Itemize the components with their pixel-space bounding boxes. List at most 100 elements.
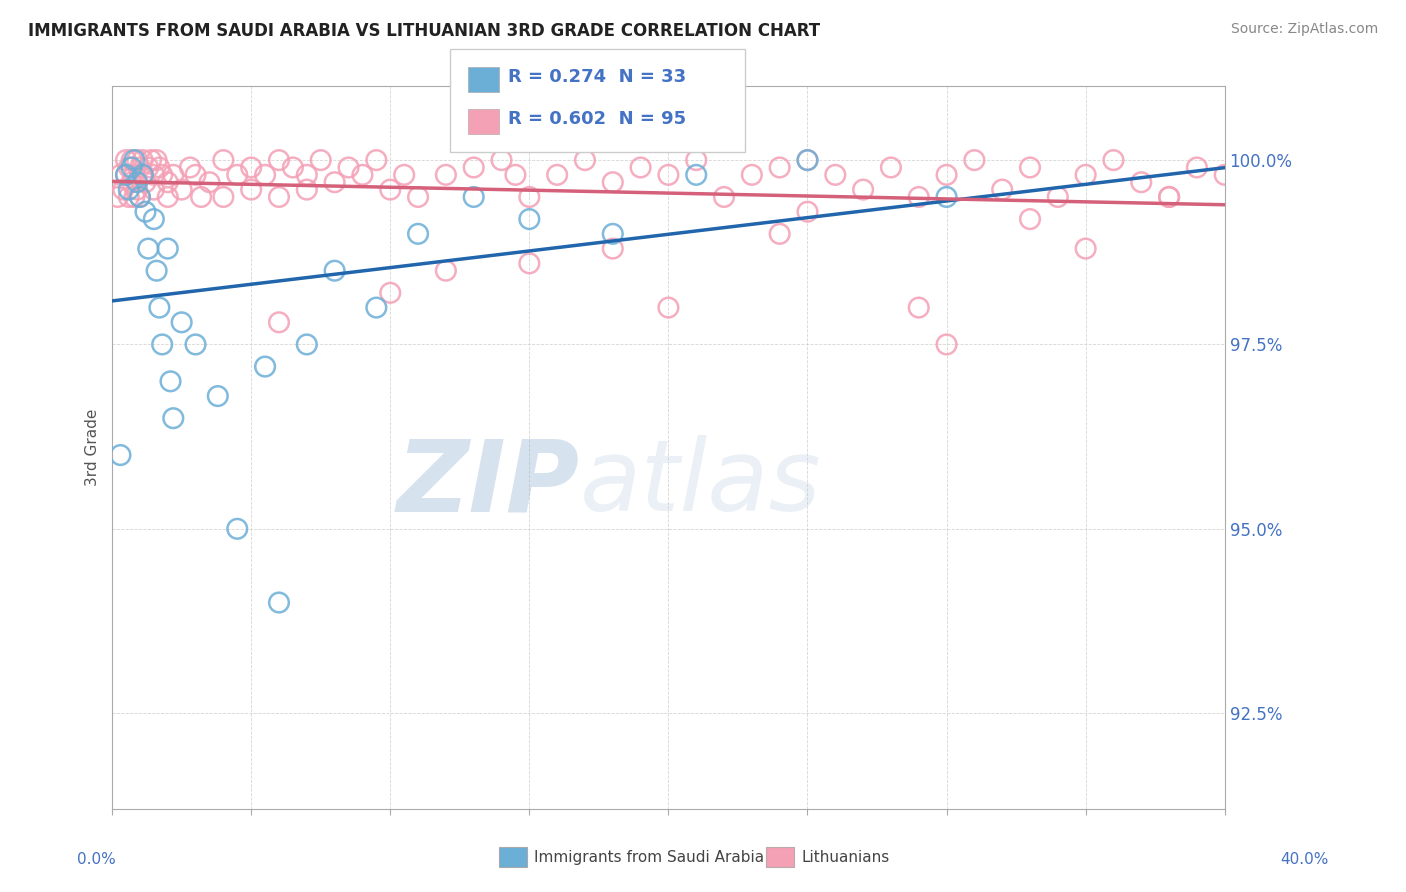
Point (124, 190, 146, 204)
Point (1046, 190, 1069, 204)
Point (602, 242, 624, 256)
Point (963, 153, 986, 167)
Point (142, 212, 165, 227)
Point (240, 183, 263, 197)
Text: R = 0.602  N = 95: R = 0.602 N = 95 (508, 110, 686, 128)
Text: R = 0.274  N = 33: R = 0.274 N = 33 (508, 68, 686, 86)
Point (517, 256, 540, 270)
Point (796, 153, 818, 167)
Point (337, 161, 360, 175)
Point (110, 168, 132, 182)
Point (136, 161, 159, 175)
Point (129, 190, 152, 204)
Point (162, 168, 184, 182)
Point (1019, 161, 1042, 175)
Point (148, 301, 170, 315)
Point (170, 315, 193, 329)
Point (1019, 212, 1042, 227)
Point (145, 153, 167, 167)
Point (131, 153, 153, 167)
Point (212, 190, 235, 204)
Point (366, 153, 388, 167)
Text: atlas: atlas (579, 435, 821, 533)
Point (129, 161, 152, 175)
Point (134, 204, 156, 219)
Point (112, 183, 135, 197)
Point (295, 168, 318, 182)
Point (517, 212, 540, 227)
Point (136, 242, 159, 256)
Point (1102, 153, 1125, 167)
Point (127, 183, 149, 197)
Point (907, 190, 929, 204)
Point (657, 301, 679, 315)
Point (935, 337, 957, 351)
Point (121, 153, 143, 167)
Point (107, 190, 129, 204)
Point (139, 153, 162, 167)
Point (145, 263, 167, 277)
Point (127, 175, 149, 189)
Point (434, 263, 457, 277)
Point (267, 315, 290, 329)
Point (323, 175, 346, 189)
Point (1074, 168, 1097, 182)
Point (121, 161, 143, 175)
Point (685, 168, 707, 182)
Point (935, 168, 957, 182)
Point (226, 168, 249, 182)
Point (880, 161, 903, 175)
Point (491, 153, 513, 167)
Point (115, 168, 138, 182)
Point (281, 161, 304, 175)
Point (796, 153, 818, 167)
Point (517, 190, 540, 204)
Point (254, 359, 277, 374)
Point (769, 227, 792, 241)
Point (685, 153, 707, 167)
Point (207, 389, 229, 403)
Point (392, 168, 415, 182)
Point (131, 168, 153, 182)
Point (935, 190, 957, 204)
Point (198, 175, 221, 189)
Point (769, 161, 792, 175)
Point (115, 168, 138, 182)
Point (309, 153, 332, 167)
Text: IMMIGRANTS FROM SAUDI ARABIA VS LITHUANIAN 3RD GRADE CORRELATION CHART: IMMIGRANTS FROM SAUDI ARABIA VS LITHUANI… (28, 22, 820, 40)
Point (156, 190, 179, 204)
Point (505, 168, 527, 182)
Point (1157, 190, 1180, 204)
Point (1157, 190, 1180, 204)
Point (240, 161, 263, 175)
Point (907, 301, 929, 315)
Text: Source: ZipAtlas.com: Source: ZipAtlas.com (1230, 22, 1378, 37)
Text: ZIP: ZIP (396, 435, 579, 533)
Point (1074, 242, 1097, 256)
Point (129, 190, 152, 204)
Point (295, 183, 318, 197)
Point (352, 168, 374, 182)
Point (602, 227, 624, 241)
Point (142, 183, 165, 197)
Point (142, 168, 165, 182)
Point (434, 168, 457, 182)
Point (852, 183, 875, 197)
Point (110, 448, 132, 462)
Point (226, 522, 249, 536)
Point (267, 153, 290, 167)
Point (1213, 168, 1236, 182)
Point (150, 337, 173, 351)
Point (190, 190, 212, 204)
Point (156, 175, 179, 189)
Point (323, 263, 346, 277)
Point (630, 161, 652, 175)
Point (115, 153, 138, 167)
Point (463, 190, 485, 204)
Point (380, 183, 402, 197)
Point (184, 168, 207, 182)
Point (118, 161, 141, 175)
Text: 0.0%: 0.0% (77, 852, 117, 867)
Point (134, 175, 156, 189)
Point (156, 242, 179, 256)
